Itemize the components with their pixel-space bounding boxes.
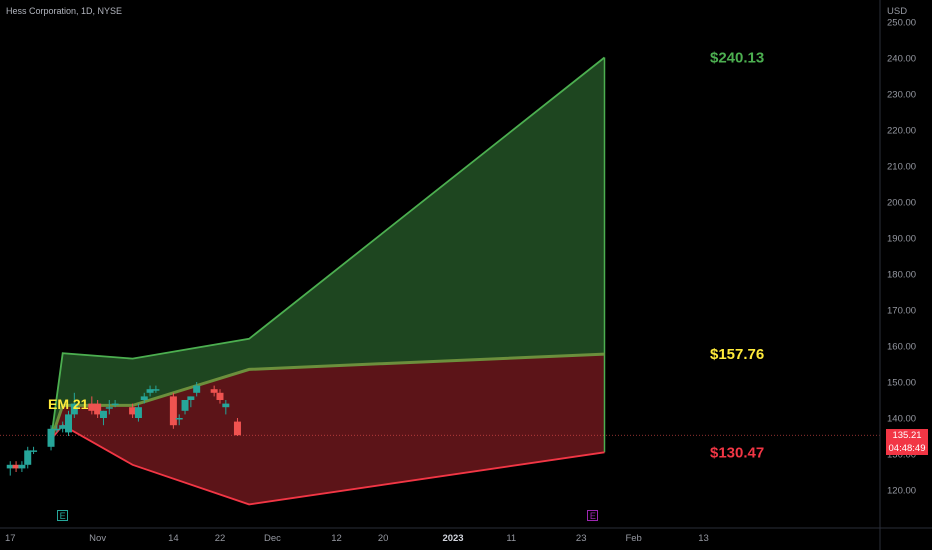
- candles: [6, 382, 241, 476]
- candle: [59, 425, 67, 429]
- candle: [70, 403, 78, 415]
- candle: [129, 407, 137, 415]
- x-tick-label: 17: [5, 533, 16, 544]
- x-tick-label: Dec: [264, 533, 281, 544]
- expected-move-end-label: $240.13: [710, 50, 764, 67]
- candle: [152, 389, 160, 391]
- last-price-value: 135.21: [892, 430, 922, 442]
- candle: [134, 407, 142, 418]
- candle: [47, 428, 55, 447]
- candle: [12, 464, 20, 469]
- y-tick-label: 210.00: [887, 162, 916, 173]
- candle: [175, 418, 183, 420]
- candle: [99, 410, 107, 418]
- y-tick-label: 250.00: [887, 18, 916, 29]
- candle: [105, 407, 113, 409]
- candle: [210, 389, 218, 393]
- y-tick-label: 200.00: [887, 198, 916, 209]
- currency-label: USD: [887, 6, 907, 17]
- chart-title: Hess Corporation, 1D, NYSE: [6, 6, 123, 16]
- x-tick-label: 2023: [442, 533, 463, 544]
- candle: [18, 464, 26, 469]
- candle: [94, 403, 102, 415]
- candle: [146, 389, 154, 393]
- candle: [216, 392, 224, 400]
- candle: [233, 421, 241, 436]
- x-tick-label: 14: [168, 533, 179, 544]
- x-tick-label: Nov: [89, 533, 106, 544]
- expected-move-upper-line: [50, 56, 606, 440]
- candle: [88, 403, 96, 411]
- candle: [181, 400, 189, 411]
- x-tick-label: 11: [506, 533, 516, 544]
- expected-move-upper-area: [51, 57, 605, 440]
- y-tick-label: 140.00: [887, 414, 916, 425]
- y-tick-label: 170.00: [887, 306, 916, 317]
- candle: [24, 450, 32, 465]
- y-tick-label: 120.00: [887, 486, 916, 497]
- candle: [30, 450, 38, 452]
- expected-move-end-label: $130.47: [710, 444, 764, 461]
- candle: [65, 414, 73, 433]
- y-tick-label: 150.00: [887, 378, 916, 389]
- x-tick-label: 22: [215, 533, 226, 544]
- expected-move-end-label: $157.76: [710, 346, 764, 363]
- expected-move-lower-area: [51, 354, 605, 505]
- candle: [111, 403, 119, 406]
- x-tick-label: 12: [331, 533, 342, 544]
- candle: [53, 428, 61, 431]
- last-price-badge: 135.21 04:48:49: [886, 429, 928, 456]
- x-tick-label: Feb: [625, 533, 641, 544]
- earnings-marker[interactable]: E: [57, 510, 69, 521]
- candle: [6, 464, 14, 469]
- y-tick-label: 240.00: [887, 54, 916, 65]
- y-tick-label: 180.00: [887, 270, 916, 281]
- y-tick-label: 190.00: [887, 234, 916, 245]
- x-tick-label: 20: [378, 533, 389, 544]
- y-tick-label: 230.00: [887, 90, 916, 101]
- y-tick-label: 220.00: [887, 126, 916, 137]
- y-tick-label: 160.00: [887, 342, 916, 353]
- candle: [140, 396, 148, 400]
- x-tick-label: 23: [576, 533, 587, 544]
- candle: [187, 396, 195, 400]
- x-tick-label: 13: [698, 533, 709, 544]
- candle: [222, 403, 230, 408]
- candle: [193, 385, 201, 393]
- candle: [169, 396, 177, 426]
- bar-countdown: 04:48:49: [888, 443, 926, 455]
- earnings-upcoming-marker[interactable]: E: [587, 510, 599, 521]
- expected-move-label: EM 21: [48, 396, 89, 412]
